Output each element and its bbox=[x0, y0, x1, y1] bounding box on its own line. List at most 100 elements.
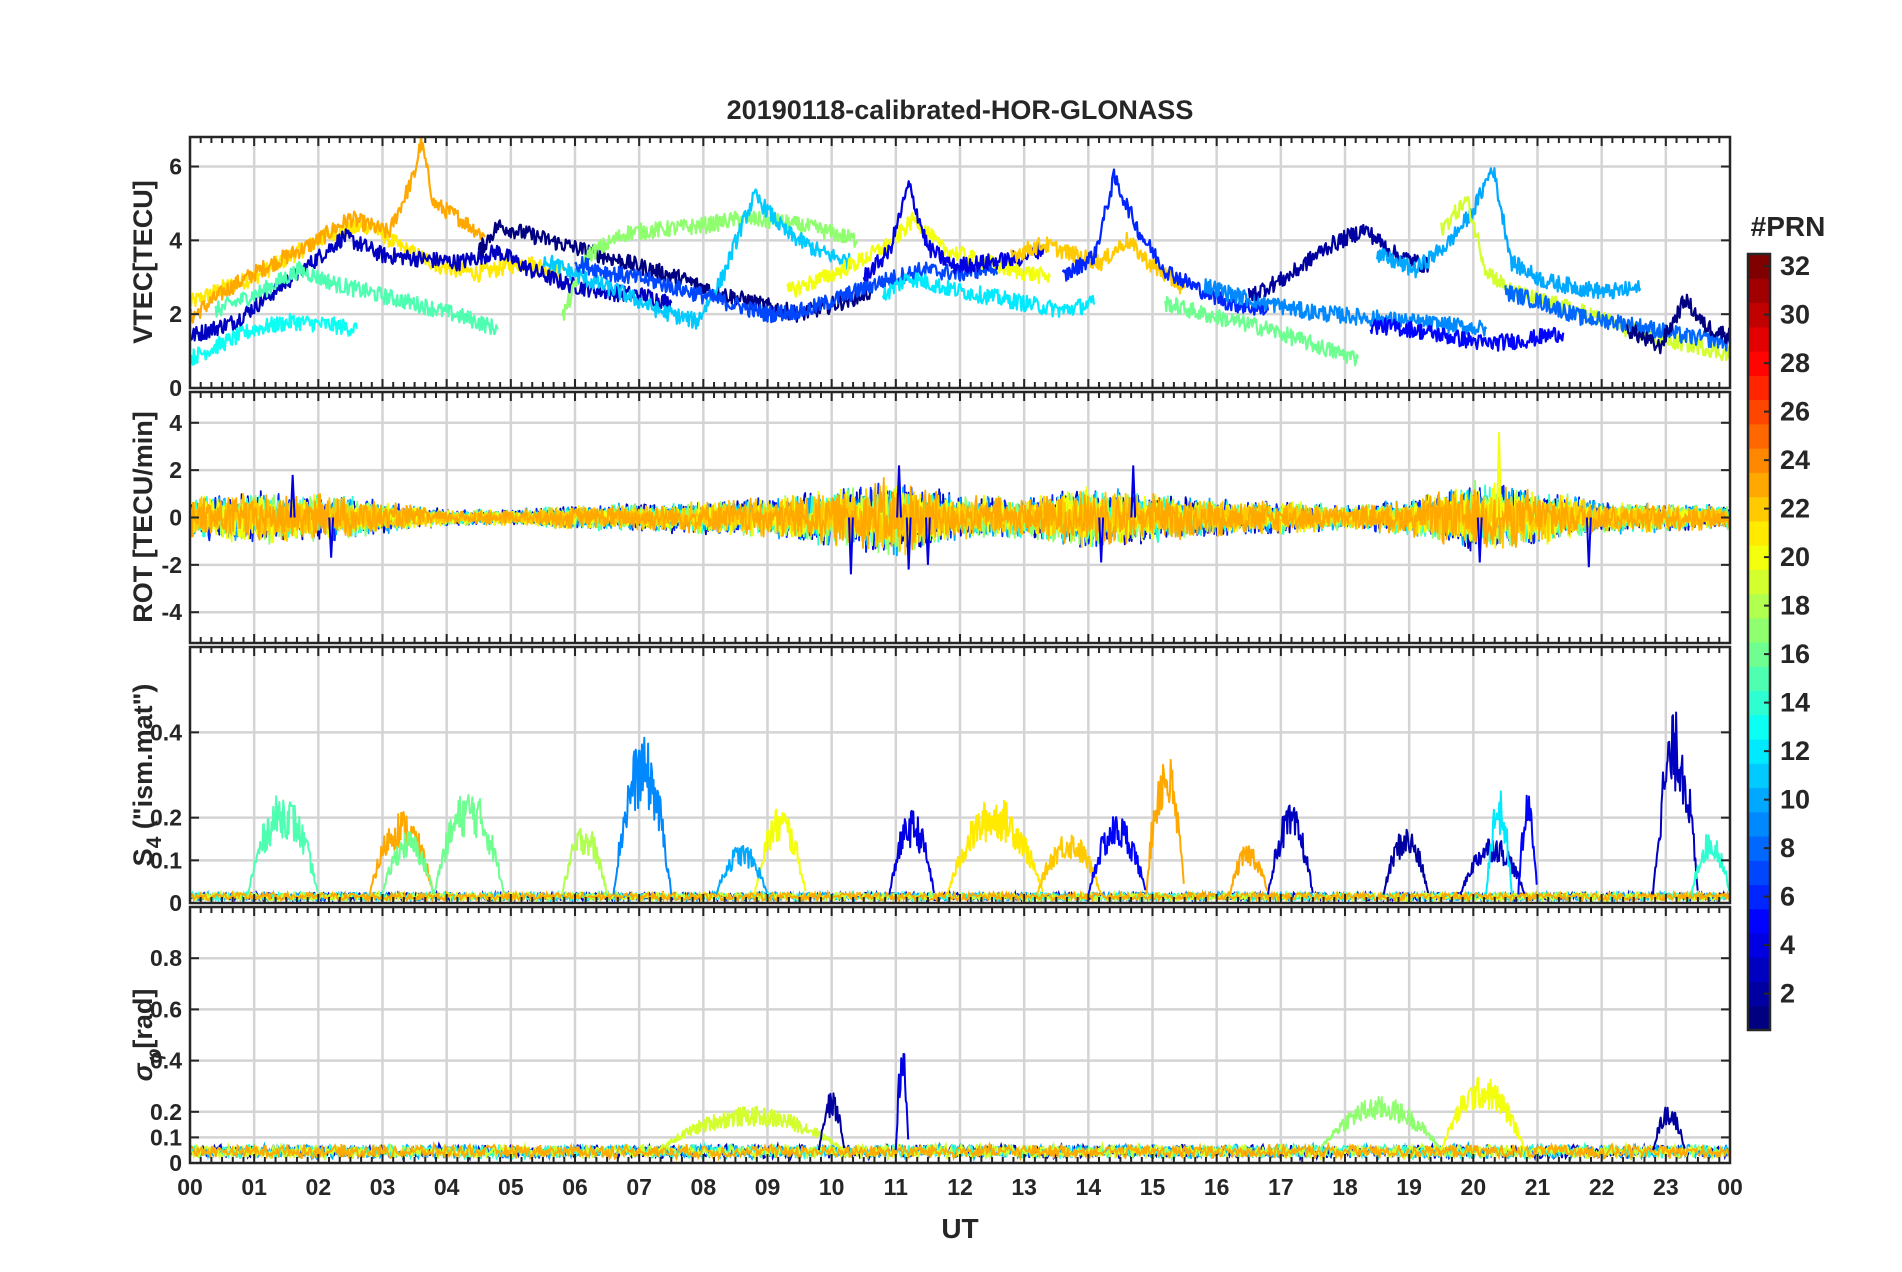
colorbar-segment bbox=[1748, 1005, 1770, 1031]
colorbar-tick-label: 2 bbox=[1780, 979, 1795, 1009]
colorbar-segment bbox=[1748, 860, 1770, 886]
colorbar-tick-label: 4 bbox=[1780, 930, 1795, 960]
s4-panel: 0 0.1 0.2 0.4S4 ("ism.mat") bbox=[128, 645, 1732, 916]
rot-y-tick-label: 0 bbox=[169, 505, 182, 531]
x-tick-label: 11 bbox=[884, 1174, 909, 1200]
x-tick-label: 14 bbox=[1076, 1174, 1102, 1200]
x-tick-label: 09 bbox=[755, 1174, 781, 1200]
colorbar-segment bbox=[1748, 254, 1770, 279]
colorbar-tick-label: 32 bbox=[1780, 251, 1810, 281]
sigma-event-prn-2 bbox=[1652, 1106, 1686, 1151]
colorbar-segment bbox=[1748, 811, 1770, 837]
colorbar-tick-label: 12 bbox=[1780, 736, 1810, 766]
vtec-y-axis-label: VTEC[TECU] bbox=[128, 180, 158, 344]
x-tick-label: 02 bbox=[306, 1174, 332, 1200]
rot-spike bbox=[1476, 517, 1483, 563]
rot-spike bbox=[1130, 465, 1137, 518]
sigma-y-tick-label: 0.6 bbox=[150, 996, 182, 1022]
colorbar-label: #PRN bbox=[1751, 211, 1826, 242]
colorbar-segment bbox=[1748, 908, 1770, 934]
x-tick-label: 08 bbox=[691, 1174, 717, 1200]
colorbar-segment bbox=[1748, 933, 1770, 958]
x-tick-label: 05 bbox=[498, 1174, 524, 1200]
s4-event-prn-3 bbox=[1652, 711, 1699, 895]
s4-event-prn-16 bbox=[432, 794, 505, 895]
colorbar-segment bbox=[1748, 739, 1770, 764]
vtec-panel: 0 2 4 6 VTEC[TECU] bbox=[128, 135, 1732, 401]
s4-event-prn-5 bbox=[1087, 816, 1147, 895]
vtec-y-tick-label: 2 bbox=[169, 301, 182, 327]
s4-event-prn-22 bbox=[1036, 834, 1102, 895]
vtec-series-prn-10 bbox=[1376, 167, 1642, 300]
colorbar-tick-label: 26 bbox=[1780, 397, 1810, 427]
colorbar-tick-label: 30 bbox=[1780, 300, 1810, 330]
colorbar-tick-label: 8 bbox=[1780, 833, 1795, 863]
colorbar-frame bbox=[1746, 252, 1772, 1032]
rot-y-axis-label: ROT [TECU/min] bbox=[128, 411, 158, 622]
rot-y-tick-label: -2 bbox=[162, 552, 182, 578]
vtec-series-prn-1 bbox=[1626, 293, 1730, 355]
x-tick-label: 01 bbox=[241, 1174, 267, 1200]
x-tick-label: 00 bbox=[177, 1174, 203, 1200]
s4-event-prn-4 bbox=[888, 809, 936, 895]
s4-y-tick-label: 0.4 bbox=[150, 719, 182, 745]
x-tick-label: 04 bbox=[434, 1174, 460, 1200]
vtec-series-prn-22 bbox=[1010, 231, 1186, 295]
vtec-series-prn-7 bbox=[574, 255, 1000, 324]
colorbar-segment bbox=[1748, 399, 1770, 425]
colorbar-tick-label: 6 bbox=[1780, 882, 1795, 912]
colorbar-segment bbox=[1748, 423, 1770, 449]
vtec-series-prn-12 bbox=[881, 272, 1096, 318]
colorbar-segment bbox=[1748, 666, 1770, 692]
x-tick-label: 21 bbox=[1525, 1174, 1551, 1200]
sigma-event-prn-4 bbox=[894, 1053, 910, 1151]
x-tick-label: 18 bbox=[1332, 1174, 1358, 1200]
sigma-y-tick-label: 0.1 bbox=[150, 1124, 182, 1150]
colorbar-tick-label: 24 bbox=[1780, 445, 1810, 475]
colorbar-segment bbox=[1748, 642, 1770, 667]
sigma-y-axis-label: σφ[rad] bbox=[128, 989, 166, 1082]
s4-event-prn-2 bbox=[1382, 828, 1430, 895]
x-tick-label: 10 bbox=[819, 1174, 845, 1200]
s4-event-prn-18 bbox=[561, 827, 608, 895]
x-tick-label: 19 bbox=[1396, 1174, 1422, 1200]
colorbar-segment bbox=[1748, 981, 1770, 1007]
colorbar-segment bbox=[1748, 351, 1770, 376]
rot-data bbox=[190, 432, 1730, 575]
vtec-series-prn-5 bbox=[1369, 317, 1565, 352]
rot-spike bbox=[905, 517, 912, 570]
rot-panel: -4 -2 0 2 4 ROT [TECU/min] bbox=[128, 390, 1732, 645]
x-tick-label: 12 bbox=[947, 1174, 973, 1200]
colorbar-tick-label: 18 bbox=[1780, 591, 1810, 621]
sigma-baseline-prn-23 bbox=[190, 1140, 1730, 1162]
chart-title: 20190118-calibrated-HOR-GLONASS bbox=[727, 95, 1194, 125]
rot-y-tick-label: 4 bbox=[169, 410, 182, 436]
colorbar-segment bbox=[1748, 520, 1770, 546]
colorbar-segment bbox=[1748, 763, 1770, 789]
colorbar-tick-label: 14 bbox=[1780, 688, 1810, 718]
x-tick-label: 17 bbox=[1268, 1174, 1294, 1200]
colorbar-segment bbox=[1748, 302, 1770, 328]
s4-event-prn-12 bbox=[1485, 790, 1513, 895]
s4-event-prn-21 bbox=[946, 799, 1044, 895]
rot-spike bbox=[924, 517, 931, 565]
colorbar-segment bbox=[1748, 375, 1770, 401]
vtec-series-prn-13 bbox=[190, 312, 358, 367]
vtec-series-prn-2 bbox=[1247, 223, 1430, 302]
rot-spike bbox=[1098, 517, 1105, 563]
x-tick-label: 20 bbox=[1461, 1174, 1487, 1200]
vtec-data bbox=[190, 137, 1730, 367]
colorbar-segment bbox=[1748, 957, 1770, 983]
s4-event-prn-23 bbox=[1145, 758, 1185, 895]
vtec-series-prn-4 bbox=[862, 180, 1045, 282]
rot-series-prn-23 bbox=[190, 476, 1730, 551]
s4-event-prn-20 bbox=[753, 808, 807, 895]
x-tick-label: 00 bbox=[1717, 1174, 1743, 1200]
vtec-y-tick-label: 6 bbox=[169, 154, 182, 180]
colorbar-segment bbox=[1748, 326, 1770, 352]
x-tick-label: 22 bbox=[1589, 1174, 1615, 1200]
s4-event-prn-16 bbox=[381, 831, 435, 895]
s4-event-prn-5 bbox=[1517, 794, 1538, 895]
sigma-panel: 00.10.2 0.4 0.6 0.8 σφ[rad] bbox=[128, 905, 1732, 1176]
